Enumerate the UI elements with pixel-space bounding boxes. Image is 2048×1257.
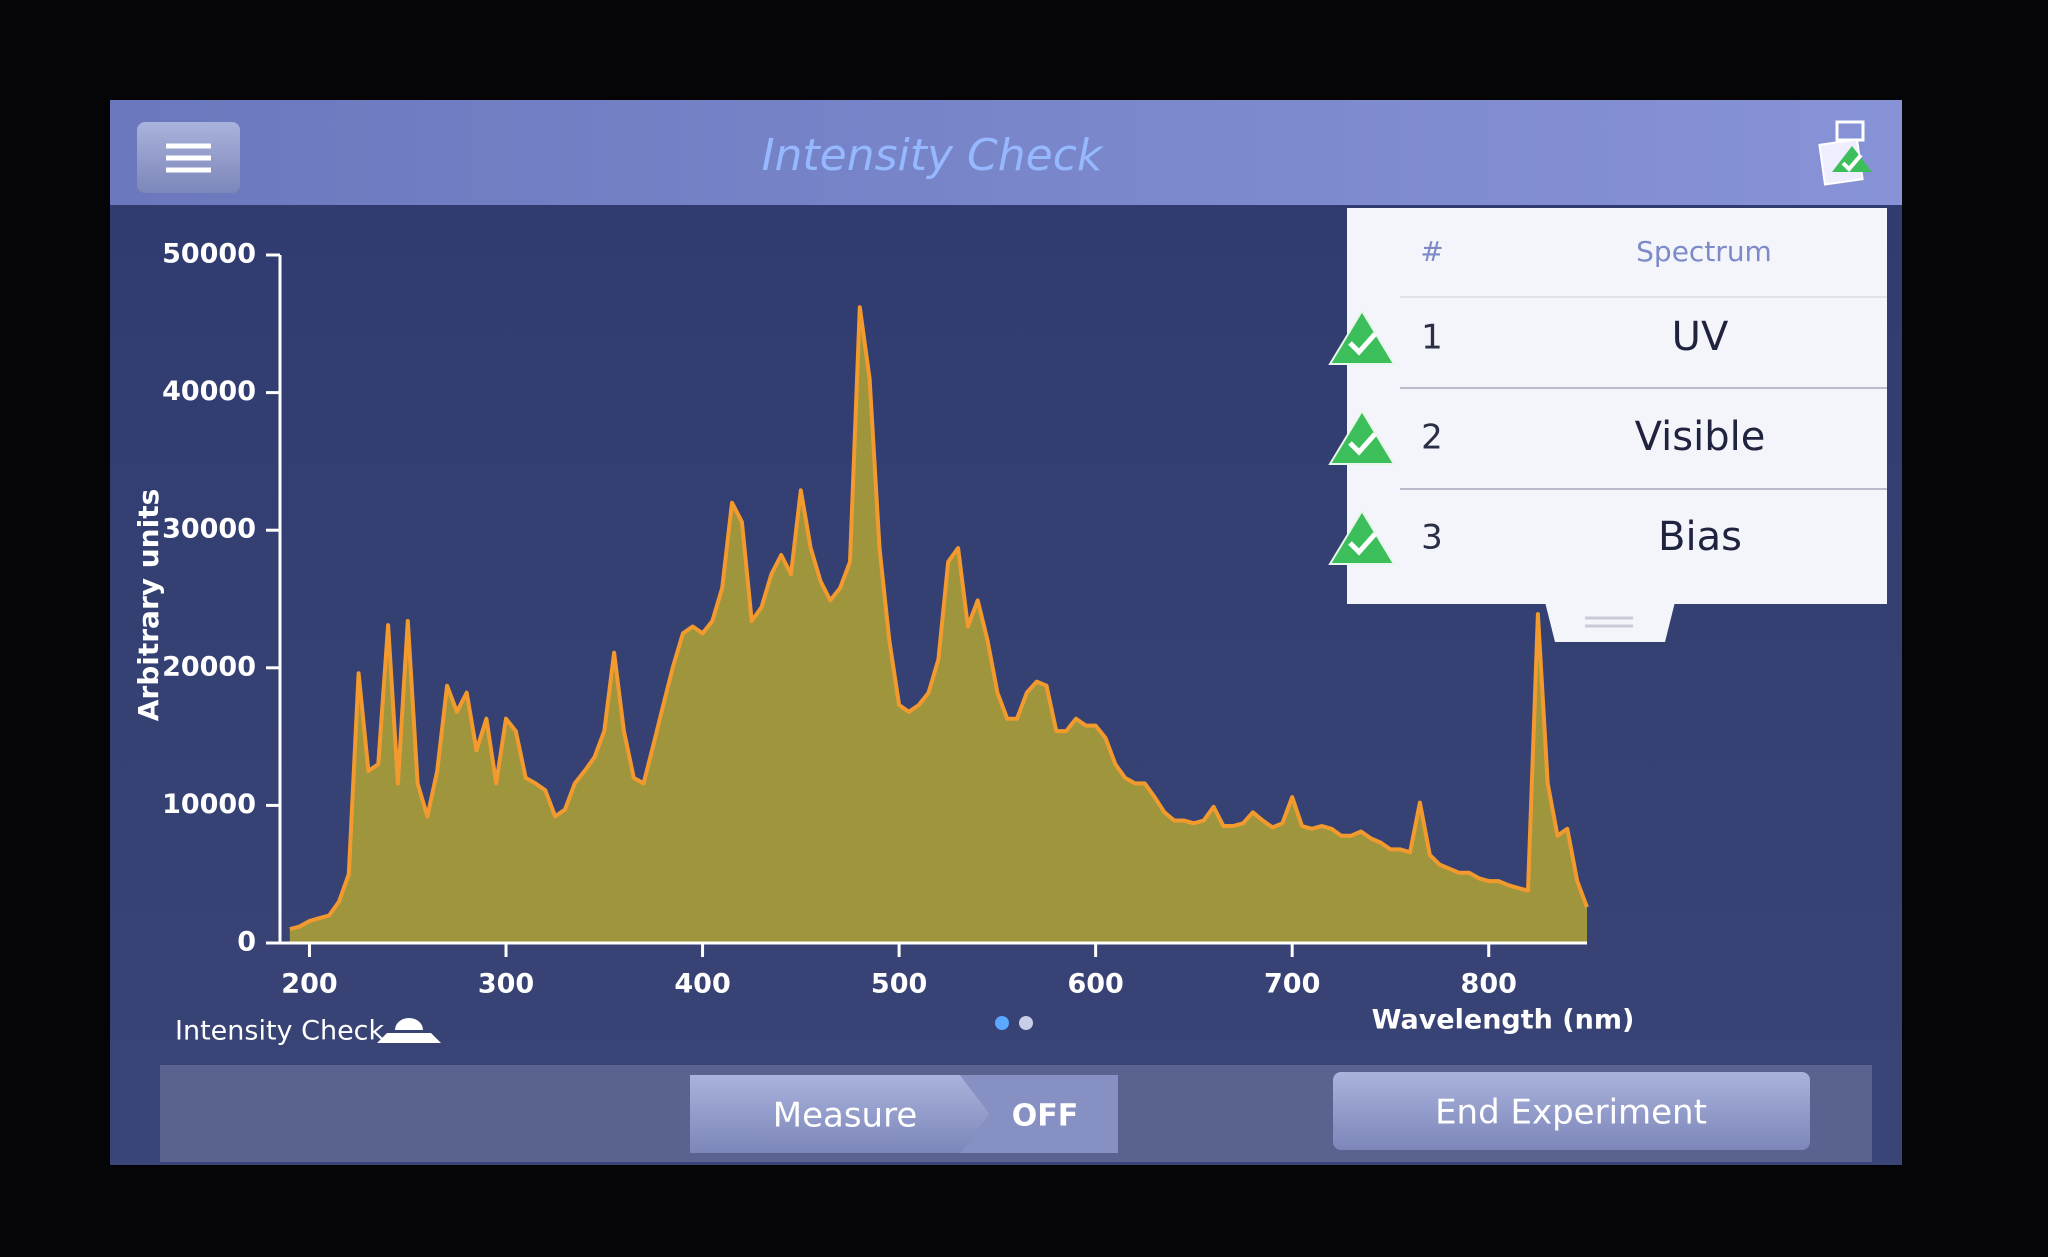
x-tick-label: 700 [1264, 969, 1320, 1000]
measure-button[interactable] [690, 1075, 990, 1153]
row-number: 3 [1421, 518, 1443, 558]
table-bg [1347, 208, 1887, 604]
check-triangle [1328, 309, 1396, 365]
row-number: 2 [1421, 418, 1443, 458]
y-tick-label: 40000 [162, 376, 256, 407]
page-dot[interactable] [1019, 1016, 1033, 1030]
x-tick-label: 600 [1067, 969, 1123, 1000]
check-icon [1328, 509, 1396, 565]
page-dot[interactable] [995, 1016, 1009, 1030]
x-axis-label: Wavelength (nm) [1372, 1005, 1635, 1036]
header-title: Intensity Check [762, 130, 1104, 181]
x-tick-label: 300 [478, 969, 534, 1000]
y-tick-label: 30000 [162, 514, 256, 545]
caption-icon [377, 1018, 441, 1043]
y-tick-label: 50000 [162, 239, 256, 270]
check-mark [1348, 532, 1377, 556]
toggle-button[interactable] [960, 1075, 1118, 1153]
check-triangle [1328, 509, 1396, 565]
header-bar [110, 100, 1902, 205]
row-spectrum: Visible [1635, 414, 1766, 460]
y-tick-label: 0 [237, 927, 256, 958]
line [289, 305, 1589, 932]
chart-caption: Intensity Check [175, 1016, 385, 1047]
y-tick-label: 20000 [162, 651, 256, 682]
area [289, 307, 1587, 943]
x-tick-label: 500 [871, 969, 927, 1000]
x-tick-label: 800 [1461, 969, 1517, 1000]
check-mark [1348, 332, 1377, 356]
status-icon[interactable] [1818, 120, 1872, 186]
x-tick-label: 400 [674, 969, 730, 1000]
end-button[interactable] [1333, 1072, 1810, 1150]
check-icon [1328, 409, 1396, 465]
table-header: # [1420, 235, 1443, 268]
y-axis-label: Arbitrary units [132, 489, 165, 722]
row-number: 1 [1421, 318, 1443, 358]
check-icon [1328, 309, 1396, 365]
check-triangle [1328, 409, 1396, 465]
row-spectrum: UV [1672, 314, 1729, 360]
toggle-label: OFF [1012, 1099, 1079, 1134]
measure-label: Measure [773, 1096, 918, 1136]
menu-icon [166, 143, 211, 173]
pull-tab[interactable] [1545, 602, 1675, 642]
row-spectrum: Bias [1658, 514, 1742, 560]
spectrum-table: # Spectrum 1 UV 2 Visible 3 Bias [1328, 208, 1887, 642]
y-tick-label: 10000 [162, 789, 256, 820]
table-header: Spectrum [1636, 235, 1772, 268]
check-mark [1348, 432, 1377, 456]
x-tick-label: 200 [281, 969, 337, 1000]
end-label: End Experiment [1435, 1093, 1707, 1133]
